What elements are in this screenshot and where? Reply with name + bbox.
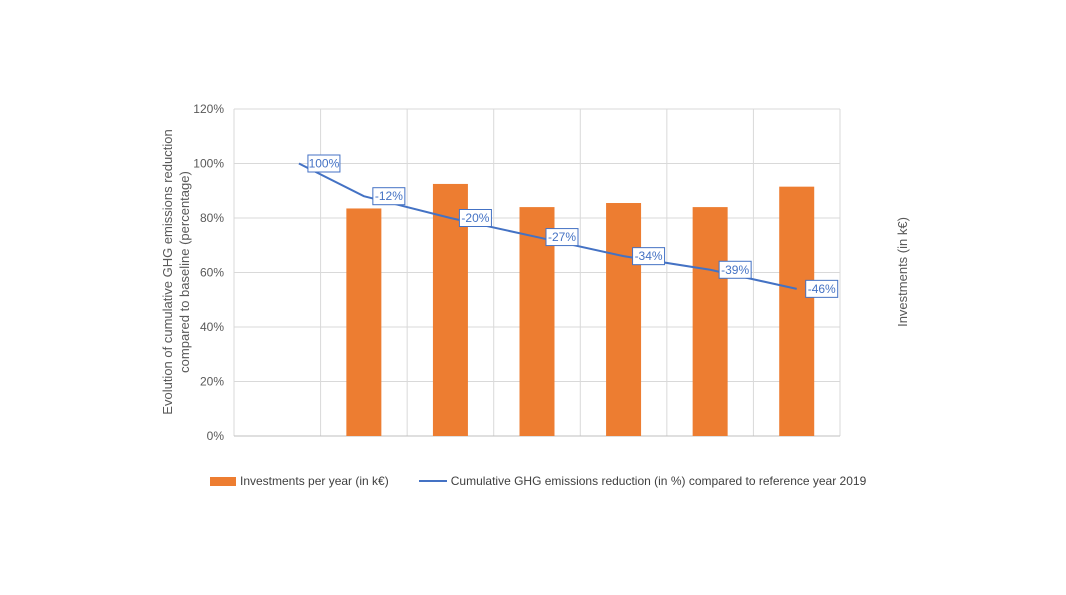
data-label-box: [718, 260, 752, 279]
y-axis-ticks: 0% 20% 40% 60% 80% 100% 120%: [193, 102, 224, 443]
bar: [346, 208, 382, 436]
legend-swatch-line: [418, 480, 447, 482]
data-label-box: [307, 154, 341, 173]
y-axis-title: Evolution of cumulative GHG emissions re…: [160, 129, 192, 414]
y-tick-label: 40%: [200, 320, 224, 334]
data-label-box: [372, 187, 406, 206]
y-tick-label: 100%: [193, 157, 224, 171]
bar: [606, 203, 642, 436]
legend-label-investments: Investments per year (in k€): [240, 474, 389, 488]
legend-swatch-bar: [210, 476, 236, 486]
y-axis-title-line: compared to baseline (percentage): [177, 171, 192, 373]
bar: [692, 207, 728, 436]
y-tick-label: 0%: [207, 429, 225, 443]
y-tick-label: 80%: [200, 211, 224, 225]
data-label-box: [458, 209, 492, 227]
data-label: -34%: [635, 249, 663, 263]
data-label-box: [805, 279, 839, 298]
legend-item-ghg: Cumulative GHG emissions reduction (in %…: [418, 474, 867, 488]
line-data-labels: 100% -12% -20% -27% -34% -39% -46%: [307, 154, 839, 298]
data-label: -46%: [808, 282, 836, 296]
legend-label-ghg: Cumulative GHG emissions reduction (in %…: [450, 474, 867, 488]
legend-item-investments: Investments per year (in k€): [210, 474, 389, 488]
data-label: -20%: [461, 211, 489, 225]
data-label-box: [632, 247, 666, 266]
data-label: -27%: [548, 230, 576, 244]
bar-series: [346, 183, 815, 436]
legend: Investments per year (in k€) Cumulative …: [210, 474, 896, 488]
y-axis-title-line: Evolution of cumulative GHG emissions re…: [160, 129, 175, 414]
data-label: -39%: [721, 263, 749, 277]
bar: [779, 186, 815, 436]
series-line: [298, 162, 797, 290]
line-series: [298, 162, 797, 290]
data-label: -12%: [375, 189, 403, 203]
y-tick-label: 120%: [193, 102, 224, 116]
y-tick-label: 60%: [200, 266, 224, 280]
data-label: 100%: [309, 157, 340, 171]
y-tick-label: 20%: [200, 375, 224, 389]
y2-axis-title: Investments (in k€): [895, 217, 910, 327]
data-label-box: [545, 228, 579, 247]
